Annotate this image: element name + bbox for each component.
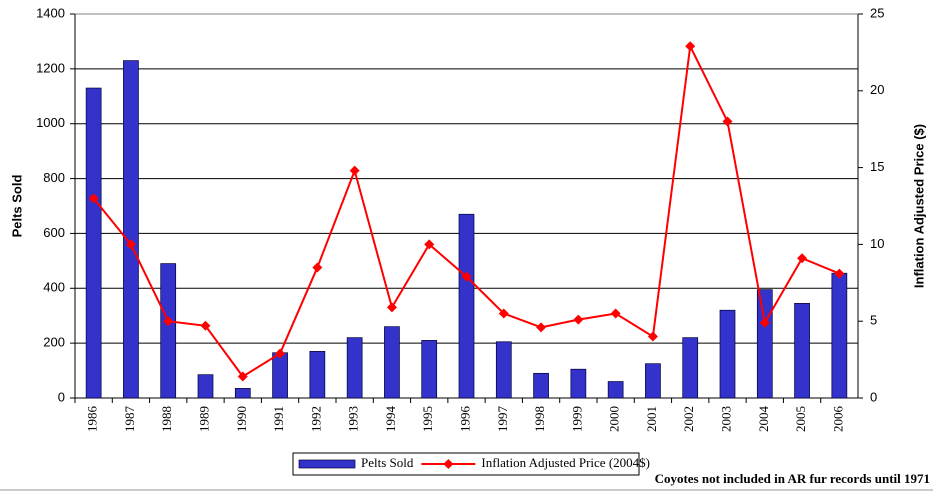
bar <box>570 368 587 399</box>
y-tick-label: 800 <box>43 170 65 185</box>
price-marker <box>610 308 621 319</box>
bar <box>645 363 661 399</box>
x-tick-label: 1998 <box>532 406 547 432</box>
bar <box>160 263 177 399</box>
bar <box>607 381 624 399</box>
legend-label: Inflation Adjusted Price (2004$) <box>481 455 650 470</box>
price-marker <box>200 320 211 331</box>
price-marker <box>349 165 360 176</box>
x-tick-label: 1995 <box>420 406 435 432</box>
x-tick-label: 1994 <box>383 406 398 433</box>
bar <box>458 213 475 399</box>
x-tick-label: 2006 <box>830 406 845 433</box>
y2-tick-label: 25 <box>870 5 884 20</box>
x-tick-label: 1990 <box>234 406 249 432</box>
price-marker <box>275 348 286 359</box>
bar <box>421 340 438 399</box>
x-tick-label: 1992 <box>308 406 323 432</box>
x-tick-label: 2000 <box>607 406 622 432</box>
x-tick-label: 2001 <box>644 406 659 432</box>
y2-tick-label: 10 <box>870 236 884 251</box>
price-marker <box>163 316 174 327</box>
y2-tick-label: 5 <box>870 313 877 328</box>
price-marker <box>647 331 658 342</box>
x-tick-label: 1997 <box>495 406 510 433</box>
bar <box>309 351 326 399</box>
bar <box>682 337 699 399</box>
x-tick-label: 2004 <box>756 406 771 433</box>
bar <box>831 272 848 399</box>
bar <box>272 352 288 399</box>
bar <box>234 388 251 399</box>
x-tick-label: 2003 <box>718 406 733 432</box>
price-marker <box>461 271 472 282</box>
price-marker <box>573 314 584 325</box>
y-axis-title: Pelts Sold <box>9 175 24 238</box>
price-marker <box>536 322 547 333</box>
y2-tick-label: 20 <box>870 82 884 97</box>
price-marker <box>312 262 323 273</box>
bar <box>756 289 773 399</box>
price-marker <box>498 308 509 319</box>
x-tick-label: 1993 <box>346 406 361 432</box>
x-tick-label: 1987 <box>122 406 137 433</box>
bar <box>346 337 363 399</box>
price-marker <box>237 371 248 382</box>
bar <box>123 60 139 399</box>
x-tick-label: 2005 <box>793 406 808 432</box>
y-tick-label: 400 <box>43 280 65 295</box>
bar <box>384 326 400 399</box>
price-marker <box>759 317 770 328</box>
bar <box>85 87 102 399</box>
bar <box>794 303 810 399</box>
price-marker <box>834 268 845 279</box>
price-marker <box>88 193 99 204</box>
price-marker <box>722 116 733 127</box>
x-tick-label: 1991 <box>271 406 286 432</box>
price-marker <box>424 239 435 250</box>
x-tick-label: 1999 <box>569 406 584 432</box>
bar <box>197 374 214 399</box>
annotation: Coyotes not included in AR fur records u… <box>655 471 930 486</box>
legend-marker <box>443 459 454 469</box>
y-tick-label: 1400 <box>36 5 65 20</box>
price-marker <box>685 41 696 52</box>
y-tick-label: 1000 <box>36 115 65 130</box>
bar <box>719 309 736 399</box>
y2-tick-label: 0 <box>870 389 877 404</box>
legend-swatch <box>298 459 356 469</box>
price-marker <box>386 302 397 313</box>
price-marker <box>125 239 136 250</box>
x-tick-label: 1988 <box>159 406 174 432</box>
legend-label: Pelts Sold <box>361 455 414 470</box>
y2-axis-title: Inflation Adjusted Price ($) <box>911 124 926 288</box>
price-marker <box>797 253 808 264</box>
y-tick-label: 1200 <box>36 60 65 75</box>
y2-tick-label: 15 <box>870 159 884 174</box>
x-tick-label: 1986 <box>85 406 100 433</box>
y-tick-label: 0 <box>58 389 65 404</box>
y-tick-label: 600 <box>43 225 65 240</box>
x-tick-label: 1996 <box>457 406 472 433</box>
x-tick-label: 1989 <box>196 406 211 432</box>
bar <box>495 341 512 399</box>
x-tick-label: 2002 <box>681 406 696 432</box>
bar <box>533 372 549 399</box>
y-tick-label: 200 <box>43 335 65 350</box>
